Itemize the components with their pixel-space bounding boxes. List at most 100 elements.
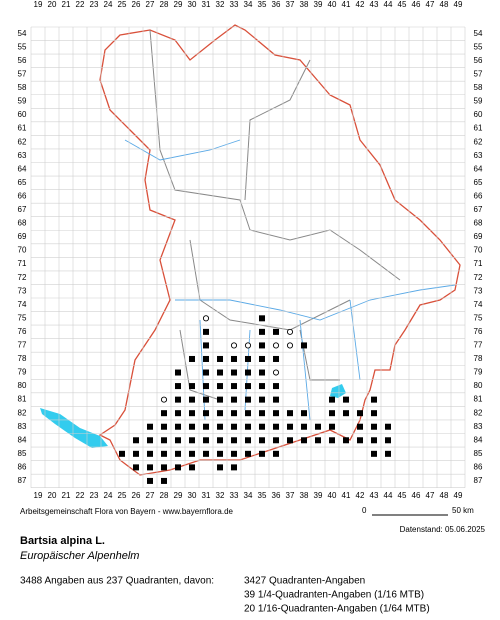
row-label: 61 bbox=[18, 124, 27, 133]
row-label: 71 bbox=[474, 259, 483, 268]
occurrence-square bbox=[203, 423, 209, 430]
occurrence-square bbox=[147, 477, 153, 484]
occurrence-square bbox=[245, 450, 251, 457]
occurrence-square bbox=[273, 355, 279, 362]
column-label: 41 bbox=[342, 0, 351, 9]
occurrence-circle bbox=[230, 342, 238, 349]
row-label: 79 bbox=[18, 368, 27, 377]
row-label: 73 bbox=[18, 286, 27, 295]
column-label: 39 bbox=[314, 0, 323, 9]
occurrence-square bbox=[217, 410, 223, 417]
occurrence-square bbox=[189, 396, 195, 403]
credit: Arbeitsgemeinschaft Flora von Bayern - w… bbox=[20, 507, 234, 516]
row-label: 78 bbox=[474, 354, 483, 363]
occurrence-square bbox=[259, 369, 265, 376]
row-label: 71 bbox=[18, 259, 27, 268]
occurrence-square bbox=[287, 423, 293, 430]
column-label: 28 bbox=[160, 0, 169, 9]
row-label: 57 bbox=[474, 70, 483, 79]
occurrence-square bbox=[231, 396, 237, 403]
occurrence-square bbox=[315, 437, 321, 444]
row-label: 59 bbox=[18, 97, 27, 106]
occurrence-square bbox=[175, 450, 181, 457]
occurrence-square bbox=[273, 450, 279, 457]
column-label: 30 bbox=[188, 0, 197, 9]
row-label: 65 bbox=[474, 178, 483, 187]
column-label: 27 bbox=[146, 0, 155, 9]
occurrence-square bbox=[175, 464, 181, 471]
row-label: 59 bbox=[474, 97, 483, 106]
occurrence-square bbox=[189, 464, 195, 471]
occurrence-square bbox=[315, 423, 321, 430]
rivers bbox=[124, 139, 456, 421]
column-label: 28 bbox=[160, 491, 169, 500]
occurrence-square bbox=[259, 437, 265, 444]
date: Datenstand: 05.06.2025 bbox=[400, 525, 486, 534]
row-label: 84 bbox=[18, 435, 27, 444]
occurrence-square bbox=[231, 450, 237, 457]
occurrence-square bbox=[231, 437, 237, 444]
row-label: 69 bbox=[474, 232, 483, 241]
occurrence-square bbox=[189, 437, 195, 444]
column-label: 49 bbox=[454, 491, 463, 500]
row-label: 80 bbox=[474, 381, 483, 390]
row-label: 56 bbox=[18, 56, 27, 65]
row-label: 74 bbox=[474, 300, 483, 309]
occurrence-circle bbox=[286, 328, 294, 335]
column-label: 24 bbox=[104, 491, 113, 500]
column-label: 37 bbox=[286, 0, 295, 9]
column-label: 32 bbox=[216, 491, 225, 500]
occurrence-square bbox=[259, 450, 265, 457]
occurrence-square bbox=[217, 396, 223, 403]
occurrence-square bbox=[203, 342, 209, 349]
occurrence-square bbox=[189, 450, 195, 457]
row-label: 78 bbox=[18, 354, 27, 363]
row-label: 65 bbox=[18, 178, 27, 187]
row-label: 62 bbox=[474, 137, 483, 146]
occurrence-square bbox=[175, 369, 181, 376]
column-label: 45 bbox=[398, 491, 407, 500]
row-label: 66 bbox=[18, 191, 27, 200]
column-label: 32 bbox=[216, 0, 225, 9]
row-label: 86 bbox=[474, 462, 483, 471]
detail: 20 1/16-Quadranten-Angaben (1/64 MTB) bbox=[244, 604, 430, 615]
occurrence-square bbox=[245, 355, 251, 362]
row-label: 54 bbox=[474, 29, 483, 38]
row-label: 61 bbox=[474, 124, 483, 133]
occurrence-square bbox=[231, 355, 237, 362]
row-label: 73 bbox=[474, 286, 483, 295]
column-label: 49 bbox=[454, 0, 463, 9]
column-label: 43 bbox=[370, 491, 379, 500]
column-label: 46 bbox=[412, 491, 421, 500]
row-label: 63 bbox=[18, 151, 27, 160]
occurrence-square bbox=[273, 410, 279, 417]
column-label: 44 bbox=[384, 491, 393, 500]
occurrence-square bbox=[301, 342, 307, 349]
occurrence-square bbox=[385, 437, 391, 444]
column-label: 34 bbox=[244, 0, 253, 9]
occurrence-square bbox=[259, 315, 265, 322]
occurrence-square bbox=[259, 423, 265, 430]
row-label: 85 bbox=[474, 449, 483, 458]
row-label: 83 bbox=[474, 422, 483, 431]
occurrence-square bbox=[133, 437, 139, 444]
row-label: 64 bbox=[474, 164, 483, 173]
row-label: 60 bbox=[18, 110, 27, 119]
column-label: 30 bbox=[188, 491, 197, 500]
column-label: 41 bbox=[342, 491, 351, 500]
occurrence-square bbox=[231, 423, 237, 430]
occurrence-square bbox=[357, 423, 363, 430]
column-label: 19 bbox=[34, 491, 43, 500]
occurrence-square bbox=[259, 396, 265, 403]
occurrence-square bbox=[189, 355, 195, 362]
occurrence-square bbox=[203, 383, 209, 390]
occurrence-square bbox=[161, 437, 167, 444]
occurrence-square bbox=[357, 410, 363, 417]
column-label: 29 bbox=[174, 0, 183, 9]
occurrence-square bbox=[371, 396, 377, 403]
occurrence-square bbox=[119, 450, 125, 457]
row-label: 58 bbox=[18, 83, 27, 92]
column-label: 22 bbox=[76, 491, 85, 500]
row-label: 55 bbox=[18, 42, 27, 51]
